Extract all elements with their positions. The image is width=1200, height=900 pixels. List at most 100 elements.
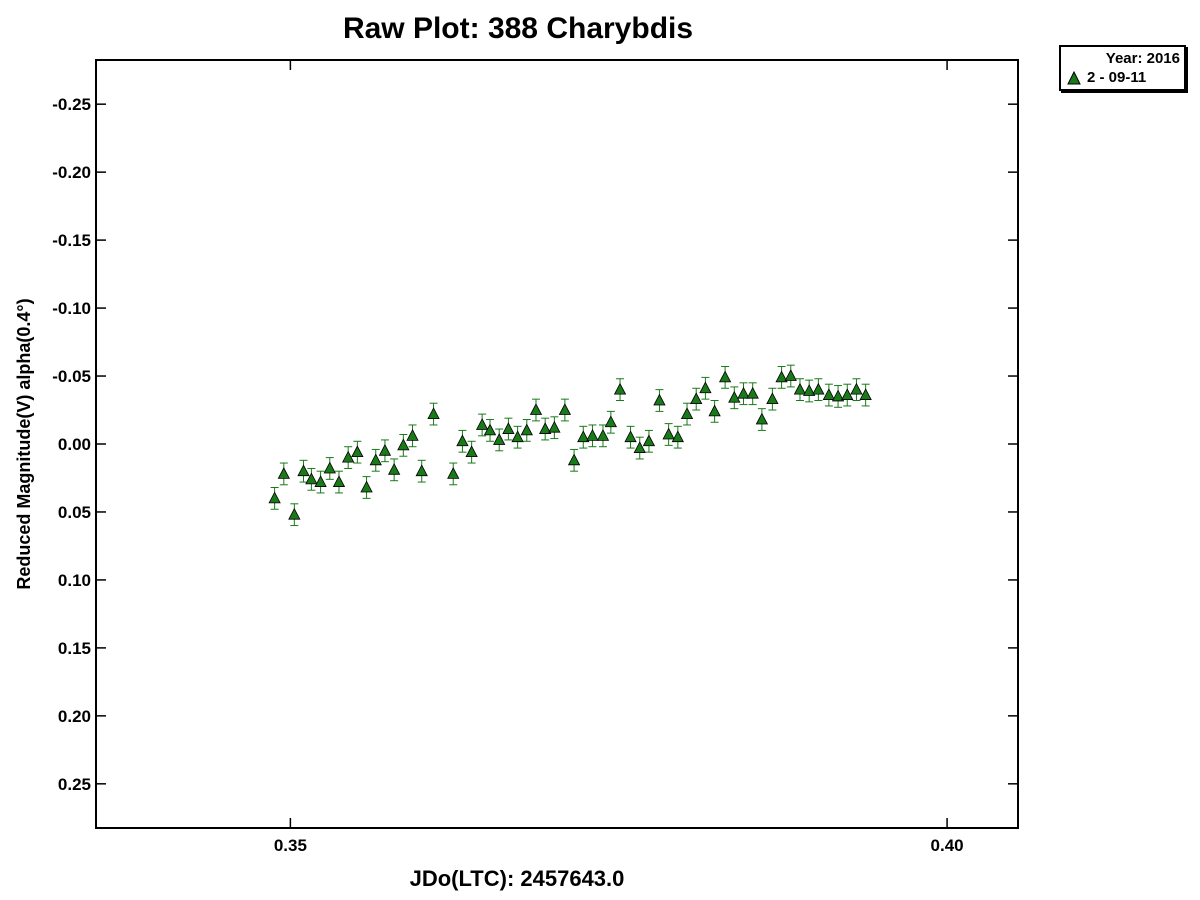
triangle-marker	[755, 412, 769, 425]
triangle-marker	[690, 392, 703, 405]
data-point	[511, 425, 524, 449]
triangle-marker	[475, 418, 489, 430]
x-tick-label: 0.40	[931, 836, 964, 855]
triangle-marker	[577, 430, 590, 443]
data-point	[859, 383, 872, 407]
data-point	[483, 419, 497, 442]
data-point	[351, 440, 364, 464]
data-point	[520, 419, 533, 442]
triangle-marker	[662, 427, 675, 440]
legend: Year: 2016 2 - 09-11	[1059, 45, 1186, 91]
data-point	[493, 428, 506, 452]
triangle-marker	[784, 369, 797, 381]
triangle-marker	[633, 441, 646, 453]
triangle-marker	[596, 428, 610, 441]
triangle-marker	[822, 388, 836, 400]
triangle-marker	[604, 415, 618, 428]
data-point	[415, 459, 428, 483]
triangle-marker	[841, 388, 854, 400]
data-point	[604, 410, 618, 434]
triangle-marker	[483, 423, 497, 436]
triangle-marker	[529, 403, 543, 415]
data-point	[305, 467, 318, 491]
triangle-marker	[360, 480, 373, 493]
triangle-marker	[342, 450, 355, 463]
y-tick-label: 0.00	[58, 435, 91, 454]
triangle-marker	[387, 462, 401, 475]
data-point	[427, 402, 440, 426]
y-tick-label: 0.15	[58, 639, 91, 658]
triangle-marker	[699, 381, 712, 394]
triangle-marker	[288, 507, 301, 520]
triangle-marker	[332, 475, 346, 487]
data-point	[766, 387, 779, 411]
triangle-marker	[548, 420, 561, 433]
data-point	[737, 382, 750, 406]
triangle-marker	[406, 428, 419, 441]
triangle-marker	[268, 491, 281, 504]
y-axis: -0.25 -0.20 -0.15 -0.10 -0.05 0.00 0.05 0.10 0.1…	[52, 95, 1018, 794]
data-point	[850, 378, 863, 402]
triangle-marker	[737, 386, 750, 399]
data-point	[596, 424, 610, 448]
triangle-marker	[539, 422, 552, 434]
triangle-marker	[680, 407, 694, 419]
triangle-marker	[277, 467, 290, 479]
data-point	[288, 503, 301, 527]
triangle-marker	[653, 393, 666, 406]
triangle-marker	[766, 392, 779, 405]
data-point	[755, 408, 769, 431]
triangle-marker	[850, 382, 863, 395]
triangle-marker	[314, 475, 327, 487]
data-point	[586, 424, 599, 448]
data-point	[558, 398, 572, 422]
triangle-marker	[746, 386, 759, 399]
triangle-marker	[793, 382, 807, 395]
data-point	[456, 429, 469, 453]
chart-title: Raw Plot: 388 Charybdis	[342, 12, 694, 45]
data-series	[268, 364, 872, 527]
data-point	[671, 425, 684, 449]
data-point	[277, 462, 290, 486]
data-point	[323, 457, 336, 480]
data-point	[653, 389, 666, 412]
data-point	[841, 383, 854, 407]
triangle-marker	[613, 382, 627, 395]
data-point	[690, 387, 703, 411]
triangle-marker	[297, 464, 310, 477]
triangle-marker	[415, 464, 428, 477]
triangle-marker	[323, 461, 336, 474]
data-point	[680, 402, 694, 426]
triangle-marker-icon	[1067, 70, 1081, 84]
data-point	[475, 413, 489, 437]
y-tick-label: 0.20	[58, 707, 91, 726]
y-tick-label: 0.25	[58, 775, 91, 794]
triangle-marker	[397, 438, 410, 451]
data-point	[342, 446, 355, 469]
data-point	[567, 448, 581, 472]
triangle-marker	[502, 422, 515, 434]
triangle-marker	[567, 453, 581, 466]
triangle-marker	[511, 430, 524, 443]
triangle-marker	[586, 428, 599, 441]
triangle-marker	[708, 404, 721, 417]
triangle-marker	[305, 472, 318, 485]
y-tick-label: 0.05	[58, 503, 91, 522]
data-point	[548, 416, 561, 440]
data-point	[718, 366, 732, 389]
triangle-marker	[493, 433, 506, 445]
data-point	[831, 385, 845, 408]
data-point	[662, 423, 675, 446]
data-point	[314, 470, 327, 494]
data-point	[297, 459, 310, 483]
triangle-marker	[558, 403, 572, 415]
data-point	[387, 458, 401, 482]
triangle-marker	[465, 445, 478, 458]
data-point	[642, 429, 656, 453]
data-point	[613, 378, 627, 402]
triangle-marker	[812, 382, 825, 395]
triangle-marker	[803, 384, 816, 396]
data-point	[577, 425, 590, 449]
triangle-marker	[520, 423, 533, 436]
